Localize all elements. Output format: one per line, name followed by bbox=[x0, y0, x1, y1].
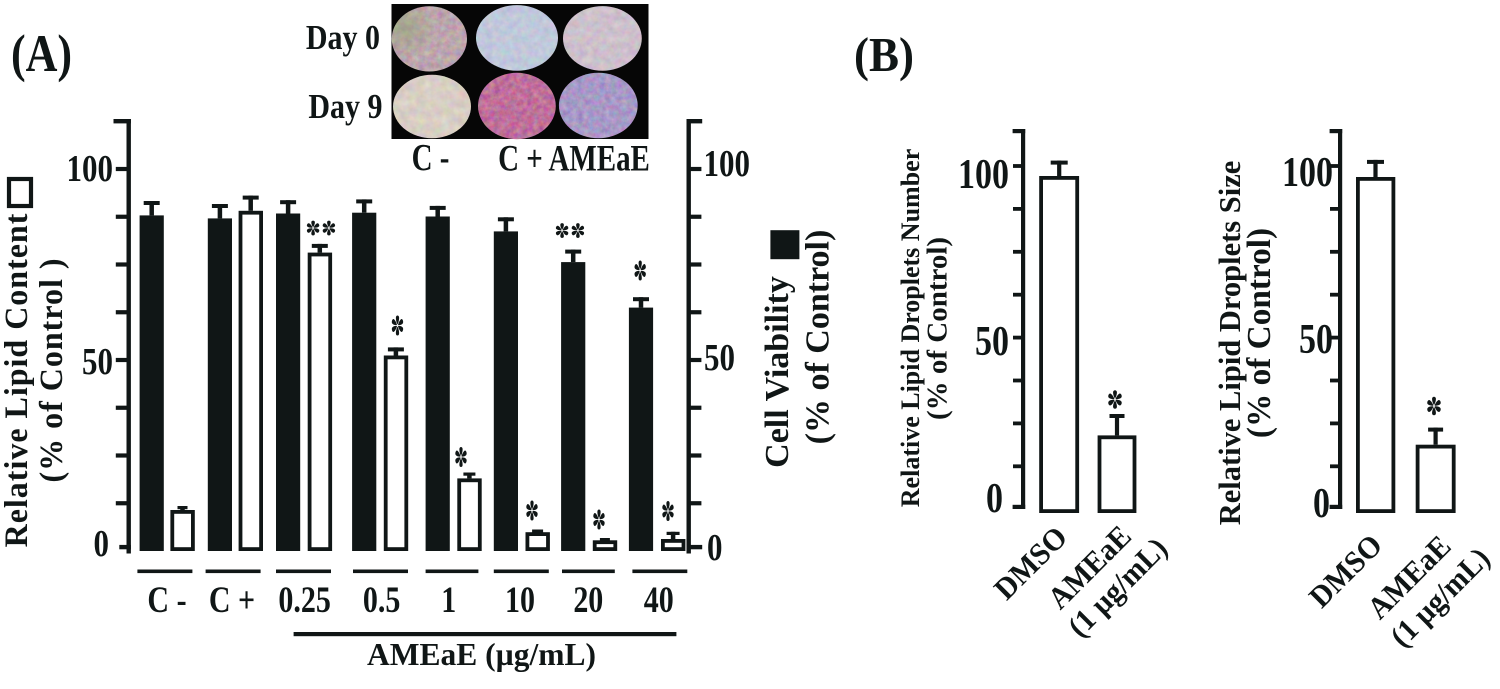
svg-text:Relative Lipid Content: Relative Lipid Content bbox=[0, 213, 35, 548]
svg-text:C -: C - bbox=[412, 137, 450, 178]
svg-text:(% of Control): (% of Control) bbox=[922, 237, 954, 420]
svg-text:100: 100 bbox=[67, 147, 113, 190]
svg-text:C +: C + bbox=[209, 580, 255, 621]
svg-text:C -: C - bbox=[147, 580, 186, 621]
svg-text:Relative Lipid Droplets Number: Relative Lipid Droplets Number bbox=[896, 149, 925, 507]
svg-text:(A): (A) bbox=[11, 25, 72, 82]
svg-text:0: 0 bbox=[1313, 481, 1330, 527]
svg-text:0.25: 0.25 bbox=[278, 580, 330, 621]
svg-text:(B): (B) bbox=[854, 29, 914, 83]
svg-text:50: 50 bbox=[1299, 317, 1333, 363]
svg-text:50: 50 bbox=[975, 319, 1009, 365]
svg-text:0: 0 bbox=[707, 526, 723, 569]
svg-text:0: 0 bbox=[986, 476, 1003, 522]
svg-text:0.5: 0.5 bbox=[363, 580, 400, 621]
svg-text:20: 20 bbox=[573, 580, 603, 621]
svg-text:Cell Viability: Cell Viability bbox=[759, 276, 796, 468]
svg-text:10: 10 bbox=[505, 580, 535, 621]
svg-text:1: 1 bbox=[441, 580, 456, 621]
svg-text:Relative Lipid Droplets Size: Relative Lipid Droplets Size bbox=[1213, 161, 1247, 526]
svg-text:AMEaE (µg/mL): AMEaE (µg/mL) bbox=[367, 637, 596, 672]
svg-text:100: 100 bbox=[958, 152, 1009, 198]
svg-text:Day 9: Day 9 bbox=[308, 88, 382, 127]
svg-text:(% of Control): (% of Control) bbox=[1241, 228, 1278, 438]
svg-text:50: 50 bbox=[704, 336, 735, 379]
svg-text:C + AMEaE: C + AMEaE bbox=[498, 138, 650, 179]
svg-text:40: 40 bbox=[644, 580, 674, 621]
svg-text:Day 0: Day 0 bbox=[306, 19, 380, 58]
svg-text:0: 0 bbox=[93, 522, 109, 565]
svg-text:100: 100 bbox=[1282, 150, 1333, 196]
svg-text:(% of Control): (% of Control) bbox=[800, 230, 837, 445]
svg-text:50: 50 bbox=[82, 340, 113, 383]
svg-text:(% of Control ): (% of Control ) bbox=[34, 258, 71, 483]
svg-text:100: 100 bbox=[704, 142, 750, 185]
